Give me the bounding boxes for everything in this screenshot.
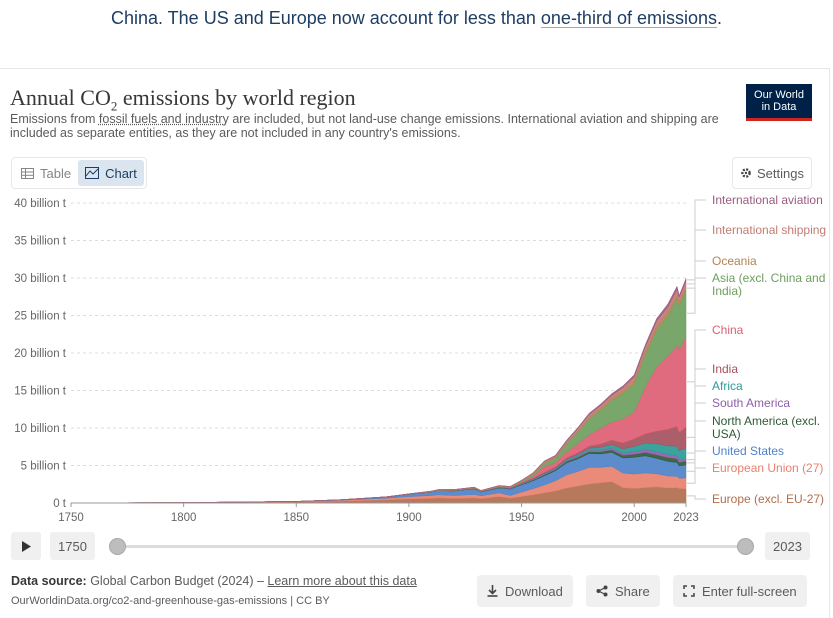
legend-label[interactable]: South America	[712, 396, 790, 410]
gear-icon	[741, 168, 751, 178]
x-tick-label: 1750	[58, 512, 84, 524]
legend-label[interactable]: India	[712, 362, 738, 376]
legend-label[interactable]: Africa	[712, 379, 743, 393]
legend-connector	[687, 420, 706, 464]
y-tick-label: 5 billion t	[21, 461, 67, 473]
settings-label: Settings	[757, 165, 804, 181]
view-tabs: Table Chart	[11, 157, 147, 189]
legend-connector	[687, 467, 706, 484]
legend-label[interactable]: Asia (excl. China and India)	[712, 271, 825, 298]
y-tick-label: 40 billion t	[14, 198, 67, 210]
chart-subtitle: Emissions from fossil fuels and industry…	[10, 112, 719, 140]
tab-chart-label: Chart	[105, 165, 137, 181]
legend-label[interactable]: United States	[712, 444, 784, 458]
legend-connector	[687, 229, 706, 285]
expand-icon	[683, 585, 695, 597]
legend-connector	[687, 385, 706, 454]
legend-connector	[687, 495, 706, 500]
x-tick-label: 1850	[283, 512, 309, 524]
share-button[interactable]: Share	[586, 575, 660, 607]
x-tick-label: 1950	[509, 512, 535, 524]
legend-connector	[687, 368, 706, 438]
y-tick-label: 35 billion t	[14, 236, 67, 248]
legend-connector	[687, 329, 706, 383]
article-headline: China. The US and Europe now account for…	[0, 8, 833, 29]
table-icon	[21, 167, 34, 179]
data-source: Data source: Global Carbon Budget (2024)…	[11, 574, 417, 588]
legend-label[interactable]: North America (excl. USA)	[712, 414, 820, 441]
legend-label[interactable]: Oceania	[712, 254, 757, 268]
timeline-end-handle[interactable]	[737, 538, 754, 555]
x-tick-label: 2000	[621, 512, 647, 524]
tab-table-label: Table	[40, 165, 72, 181]
share-icon	[596, 585, 608, 597]
legend-label[interactable]: International shipping	[712, 223, 826, 237]
headline-link[interactable]: one-third of emissions	[540, 8, 717, 28]
fullscreen-button[interactable]: Enter full-screen	[673, 575, 807, 607]
timeline-start-year[interactable]: 1750	[50, 532, 95, 560]
chart-title: Annual CO2 emissions by world region	[10, 85, 356, 114]
y-tick-label: 10 billion t	[14, 423, 67, 435]
timeline-start-handle[interactable]	[109, 538, 126, 555]
download-icon	[487, 585, 498, 597]
y-tick-label: 25 billion t	[14, 311, 67, 323]
headline-text: China. The US and Europe now account for…	[110, 8, 541, 28]
tab-table[interactable]: Table	[14, 160, 78, 186]
source-url: OurWorldinData.org/co2-and-greenhouse-ga…	[11, 595, 330, 607]
download-button[interactable]: Download	[477, 575, 573, 607]
legend-label[interactable]: China	[712, 323, 744, 337]
timeline-end-year[interactable]: 2023	[765, 532, 810, 560]
chart-frame	[0, 68, 830, 618]
x-tick-label: 1900	[396, 512, 422, 524]
play-button[interactable]	[11, 532, 41, 560]
y-tick-label: 15 billion t	[14, 386, 67, 398]
timeline-track[interactable]	[118, 545, 746, 548]
settings-button[interactable]: Settings	[732, 157, 812, 189]
y-tick-label: 30 billion t	[14, 273, 67, 285]
legend-label[interactable]: International aviation	[712, 193, 823, 207]
legend-connector	[687, 277, 706, 314]
chart-icon	[85, 167, 100, 179]
legend-label[interactable]: Europe (excl. EU-27)	[712, 492, 824, 506]
legend-label[interactable]: European Union (27)	[712, 461, 823, 475]
x-tick-label: 2023	[673, 512, 699, 524]
x-tick-label: 1800	[171, 512, 197, 524]
play-icon	[22, 540, 31, 552]
legend-connector	[687, 199, 706, 281]
tab-chart[interactable]: Chart	[78, 160, 144, 186]
subtitle-link[interactable]: fossil fuels and industry	[98, 112, 229, 126]
area-international-aviation[interactable]	[70, 278, 687, 504]
headline-suffix: .	[717, 8, 723, 28]
owid-logo[interactable]: Our World in Data	[746, 84, 812, 121]
y-tick-label: 0 t	[53, 498, 67, 510]
learn-more-link[interactable]: Learn more about this data	[267, 574, 417, 588]
y-tick-label: 20 billion t	[14, 348, 67, 360]
